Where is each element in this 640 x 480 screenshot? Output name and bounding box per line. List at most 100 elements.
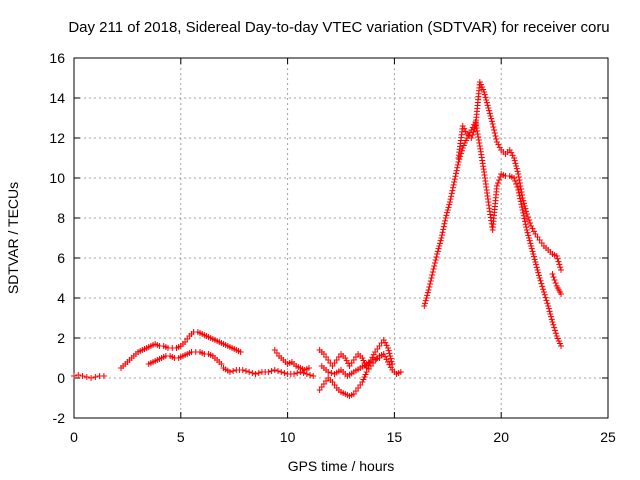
- series-early-night: [71, 372, 107, 381]
- data-point: [385, 347, 392, 354]
- data-point: [278, 369, 285, 375]
- data-point: [444, 209, 451, 216]
- data-point: [252, 371, 259, 377]
- data-point: [558, 343, 565, 349]
- y-axis-label: SDTVAR / TECUs: [5, 182, 21, 294]
- data-point: [517, 198, 524, 205]
- data-point: [461, 125, 468, 132]
- data-point: [310, 373, 317, 379]
- data-point: [516, 180, 523, 186]
- data-point: [468, 135, 475, 141]
- data-point: [527, 220, 534, 226]
- data-point: [521, 215, 528, 222]
- data-point: [453, 170, 460, 177]
- data-point: [496, 177, 503, 183]
- data-point: [445, 204, 452, 211]
- x-tick-label: 0: [70, 429, 78, 445]
- data-point: [513, 181, 520, 187]
- data-point: [370, 357, 377, 363]
- y-tick-label: 16: [49, 50, 65, 66]
- data-point: [430, 266, 437, 272]
- data-point: [376, 355, 383, 361]
- data-point: [519, 207, 526, 213]
- data-point: [482, 94, 489, 101]
- y-tick-label: -2: [53, 410, 66, 426]
- data-point: [265, 369, 272, 375]
- series-afternoon-upper: [316, 337, 396, 371]
- x-tick-label: 25: [600, 429, 616, 445]
- data-point: [515, 187, 522, 193]
- data-point: [249, 370, 256, 376]
- data-point: [483, 97, 490, 103]
- data-point: [544, 300, 551, 307]
- data-point: [443, 212, 450, 219]
- data-point: [488, 115, 495, 122]
- data-point: [281, 370, 288, 376]
- data-point: [512, 160, 519, 167]
- y-tick-label: 4: [57, 290, 65, 306]
- data-point: [342, 355, 349, 361]
- data-point: [424, 292, 431, 299]
- data-point: [518, 189, 525, 195]
- data-point: [421, 303, 428, 309]
- data-point: [530, 253, 537, 260]
- data-point: [512, 178, 519, 184]
- data-point: [242, 368, 249, 374]
- data-point: [370, 351, 377, 358]
- data-point: [448, 193, 455, 200]
- y-tick-label: 2: [57, 330, 65, 346]
- data-point: [474, 131, 481, 137]
- data-point: [529, 225, 536, 232]
- data-point: [514, 184, 521, 190]
- data-point: [485, 105, 492, 111]
- data-point: [520, 197, 527, 204]
- series-evening-upper: [455, 79, 565, 273]
- data-point: [518, 204, 525, 211]
- data-point: [71, 373, 77, 379]
- data-point: [545, 303, 552, 309]
- data-point: [513, 165, 520, 172]
- data-point: [255, 370, 262, 376]
- y-tick-label: 8: [57, 210, 65, 226]
- data-point: [449, 187, 456, 194]
- data-point: [453, 167, 460, 174]
- y-tick-label: 12: [49, 130, 65, 146]
- data-point: [431, 260, 438, 266]
- data-point: [487, 113, 494, 119]
- data-point: [291, 371, 298, 377]
- data-point: [384, 345, 391, 351]
- data-point: [475, 134, 482, 140]
- data-point: [432, 257, 439, 263]
- data-point: [556, 261, 563, 268]
- data-point: [548, 316, 555, 323]
- data-point: [514, 168, 521, 175]
- data-point: [451, 176, 458, 183]
- data-point: [226, 369, 233, 375]
- data-point: [384, 359, 391, 365]
- data-point: [380, 337, 387, 343]
- y-tick-label: 14: [49, 90, 65, 106]
- data-point: [239, 367, 246, 373]
- data-point: [439, 229, 446, 236]
- data-point: [440, 226, 447, 233]
- y-tick-label: 10: [49, 170, 65, 186]
- data-point: [429, 269, 436, 275]
- data-point: [531, 256, 538, 263]
- data-point: [382, 353, 389, 360]
- data-point: [490, 124, 497, 130]
- data-point: [511, 155, 518, 161]
- data-point: [528, 223, 535, 229]
- data-point: [497, 174, 504, 180]
- x-axis-label: GPS time / hours: [288, 458, 395, 474]
- data-point: [493, 139, 500, 145]
- data-point: [523, 224, 530, 231]
- data-point: [517, 183, 524, 189]
- data-point: [300, 370, 307, 376]
- data-point: [545, 305, 552, 312]
- data-point: [481, 89, 488, 95]
- data-point: [383, 356, 390, 363]
- data-point: [470, 129, 477, 135]
- data-points: [71, 79, 565, 399]
- data-point: [442, 217, 449, 224]
- data-point: [496, 144, 503, 151]
